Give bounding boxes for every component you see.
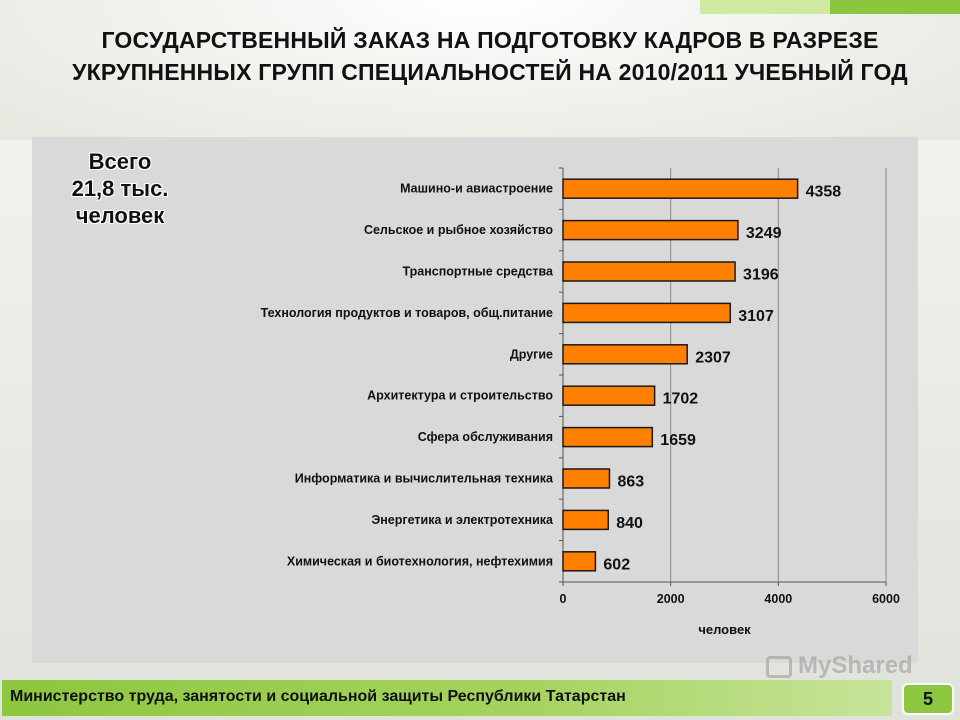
category-label: Технология продуктов и товаров, общ.пита…: [261, 306, 553, 320]
bar: [562, 468, 611, 489]
x-axis-title: человек: [698, 622, 751, 637]
watermark: MyShared: [766, 652, 926, 682]
header-accent-bar: [700, 0, 960, 14]
data-label: 840: [616, 515, 643, 532]
category-label: Другие: [510, 347, 553, 361]
data-label: 4358: [806, 184, 842, 201]
data-label: 1659: [660, 432, 696, 449]
bar: [562, 302, 732, 324]
bar: [562, 385, 656, 406]
bar: [562, 344, 688, 365]
chart-panel: [32, 137, 918, 663]
data-label: 1702: [663, 391, 699, 408]
data-label: 3196: [743, 267, 779, 284]
bar: [562, 551, 597, 572]
x-tick-label: 2000: [657, 592, 685, 606]
category-label: Информатика и вычислительная техника: [295, 472, 554, 486]
bar: [562, 178, 799, 199]
total-unit: человек: [75, 203, 165, 228]
category-label: Химическая и биотехнология, нефтехимия: [287, 554, 553, 568]
data-label: 602: [603, 556, 630, 573]
page-number: 5: [902, 683, 954, 715]
watermark-text: MyShared: [798, 652, 913, 679]
data-label: 863: [617, 474, 644, 491]
category-label: Сфера обслуживания: [418, 430, 553, 444]
header-background: [0, 0, 960, 140]
watermark-icon: [766, 655, 792, 678]
category-label: Сельское и рыбное хозяйство: [364, 223, 553, 237]
total-label: Всего: [88, 149, 152, 174]
x-tick-label: 0: [560, 592, 567, 606]
bar: [562, 426, 654, 448]
category-label: Транспортные средства: [402, 265, 554, 279]
data-label: 2307: [695, 349, 731, 366]
x-tick-label: 4000: [764, 592, 792, 606]
x-tick-label: 6000: [872, 592, 900, 606]
footer-bar: [2, 680, 892, 716]
category-label: Архитектура и строительство: [367, 389, 553, 403]
footer-text: Министерство труда, занятости и социальн…: [10, 688, 626, 705]
data-label: 3107: [738, 308, 774, 325]
bar: [562, 219, 739, 241]
category-label: Энергетика и электротехника: [371, 513, 554, 527]
category-label: Машино-и авиастроение: [400, 182, 553, 196]
total-value: 21,8 тыс.: [71, 176, 169, 201]
bar: [562, 261, 736, 282]
bar: [562, 509, 609, 531]
total-summary: Всего 21,8 тыс. человек: [40, 148, 200, 229]
slide-title: ГОСУДАРСТВЕННЫЙ ЗАКАЗ НА ПОДГОТОВКУ КАДР…: [72, 27, 908, 85]
data-label: 3249: [746, 225, 782, 242]
